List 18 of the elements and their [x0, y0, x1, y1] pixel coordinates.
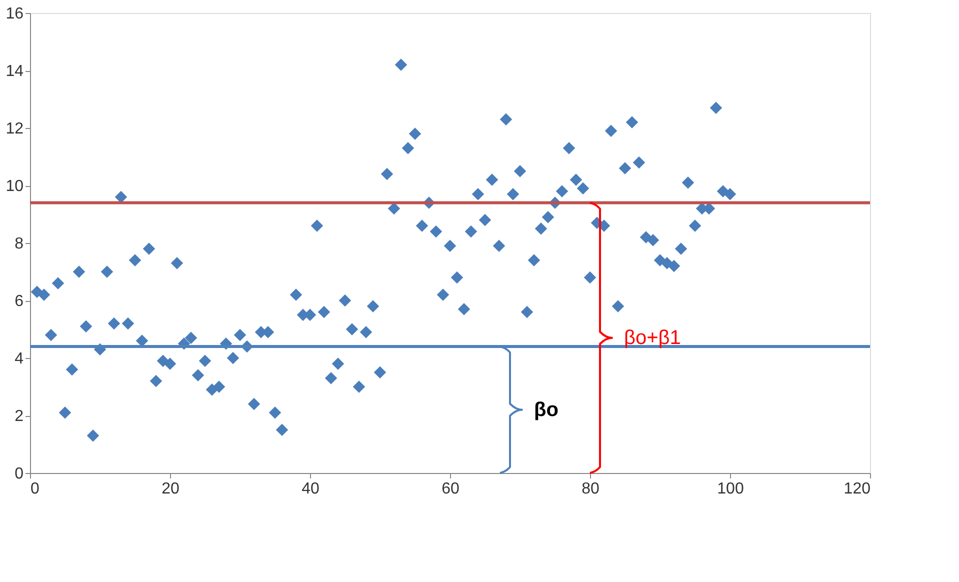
y-tick-label: 14 — [6, 63, 24, 80]
x-tick-label: 80 — [582, 480, 600, 498]
y-tick-label: 4 — [14, 350, 24, 368]
x-tick-label: 20 — [162, 480, 180, 498]
y-tick-label: 6 — [14, 293, 24, 310]
y-tick-label: 10 — [6, 178, 24, 195]
y-tick-label: 12 — [6, 120, 24, 138]
annotation: βo — [534, 398, 558, 421]
y-tick-label: 2 — [14, 408, 24, 425]
x-tick-label: 100 — [717, 480, 744, 498]
y-tick-label: 8 — [14, 236, 24, 252]
x-tick-label: 60 — [442, 480, 460, 498]
annotation: βo+β1 — [624, 326, 681, 349]
y-tick-label: 16 — [6, 6, 24, 22]
x-tick-label: 40 — [302, 480, 320, 498]
y-tick-label: 0 — [14, 466, 24, 482]
x-tick-label: 120 — [844, 480, 871, 498]
x-tick-label: 0 — [30, 480, 40, 498]
